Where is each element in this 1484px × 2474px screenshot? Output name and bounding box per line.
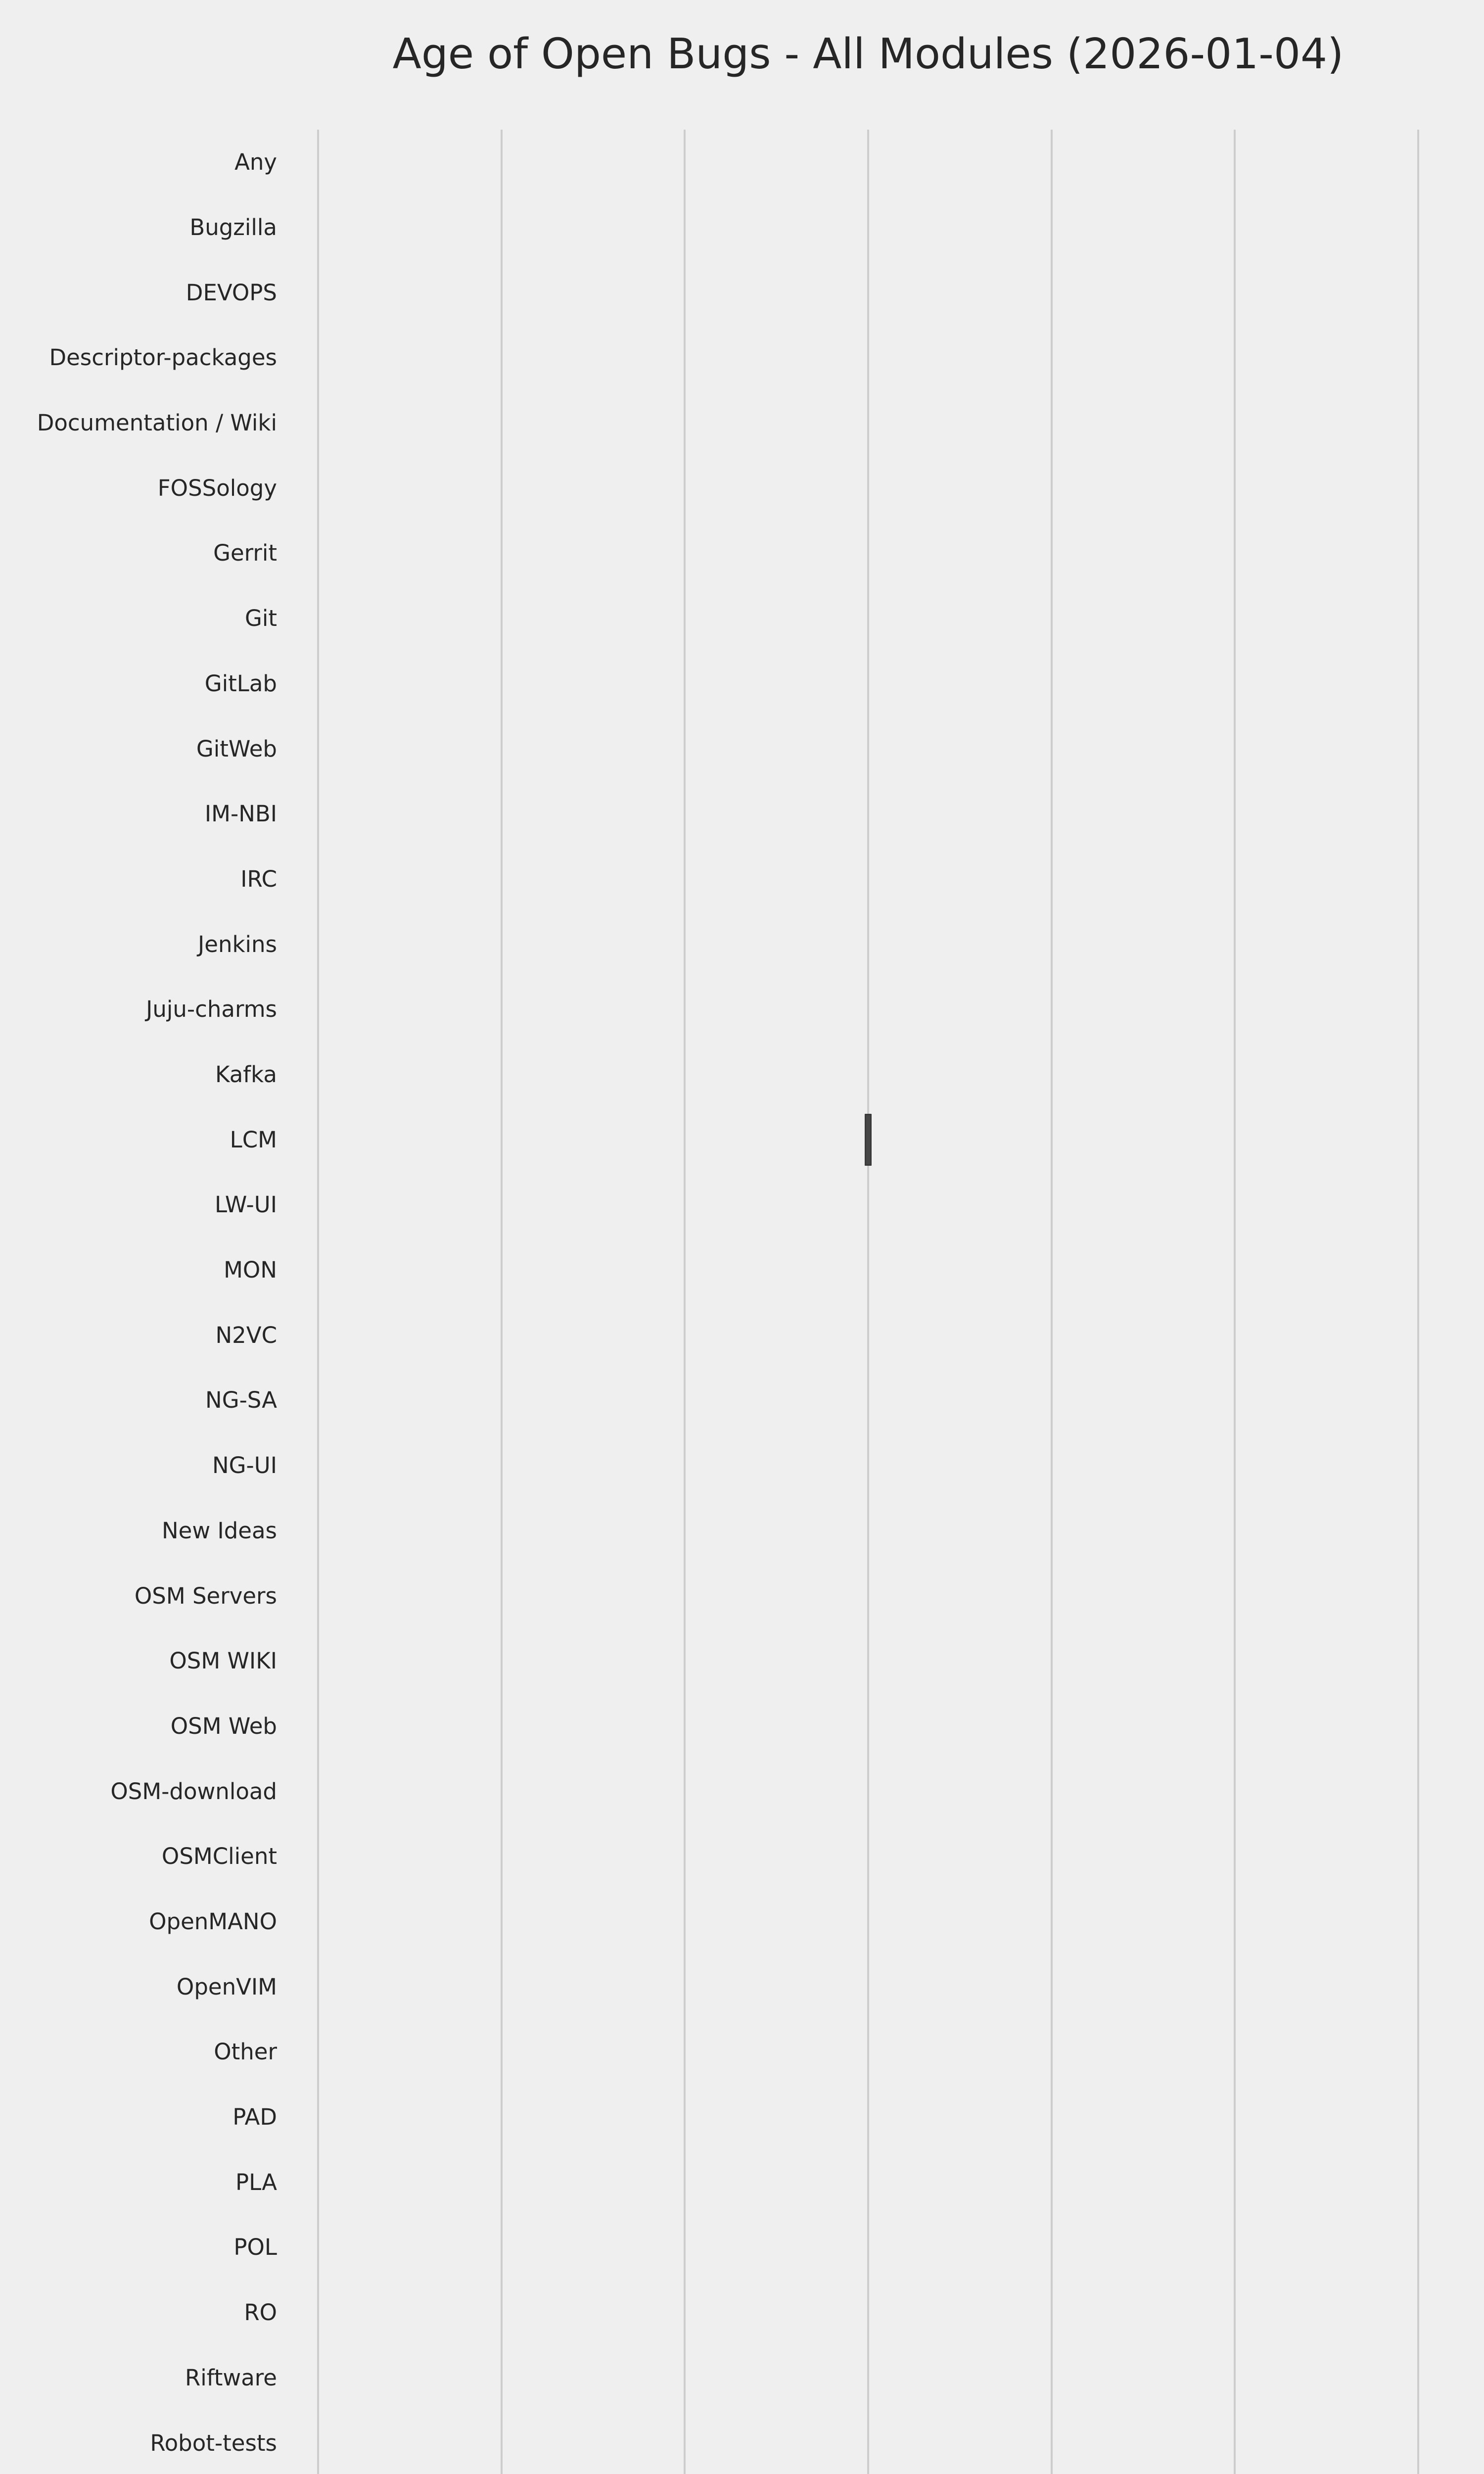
y-tick-label-fossology: FOSSology [157, 475, 277, 501]
y-tick-label-ro: RO [244, 2299, 277, 2326]
y-tick-label-documentation-wiki: Documentation / Wiki [37, 410, 277, 436]
gridline-x-29.0 [867, 130, 869, 2474]
y-tick-label-irc: IRC [240, 865, 277, 892]
y-tick-label-openmano: OpenMANO [149, 1908, 277, 1935]
chart-title: Age of Open Bugs - All Modules (2026-01-… [392, 30, 1344, 79]
y-tick-label-osm-web: OSM Web [170, 1713, 277, 1739]
y-tick-label-openvim: OpenVIM [176, 1973, 277, 2000]
box-bar-LCM [864, 1113, 872, 1166]
y-tick-label-gitlab: GitLab [204, 670, 277, 697]
gridline-x-28.0 [500, 130, 503, 2474]
y-tick-label-new-ideas: New Ideas [162, 1517, 277, 1544]
y-tick-label-bugzilla: Bugzilla [189, 214, 277, 241]
y-tick-label-pol: POL [233, 2234, 277, 2261]
y-tick-label-n2vc: N2VC [215, 1322, 278, 1348]
y-tick-label-any: Any [234, 149, 277, 176]
y-tick-label-osmclient: OSMClient [161, 1843, 277, 1870]
y-tick-label-osm-servers: OSM Servers [134, 1582, 277, 1609]
y-tick-label-lw-ui: LW-UI [214, 1191, 277, 1218]
y-tick-label-ng-ui: NG-UI [212, 1452, 277, 1479]
y-tick-label-jenkins: Jenkins [197, 931, 277, 957]
gridline-x-29.5 [1050, 130, 1053, 2474]
gridline-x-30.5 [1417, 130, 1419, 2474]
y-tick-label-juju-charms: Juju-charms [146, 996, 277, 1023]
y-tick-label-git: Git [244, 605, 277, 632]
y-tick-label-osm-wiki: OSM WIKI [169, 1648, 277, 1674]
y-tick-label-other: Other [214, 2039, 277, 2065]
y-tick-label-ng-sa: NG-SA [205, 1387, 277, 1414]
y-tick-label-descriptor-packages: Descriptor-packages [49, 344, 277, 371]
y-tick-label-pla: PLA [235, 2169, 277, 2195]
gridline-x-28.5 [684, 130, 686, 2474]
y-tick-label-robot-tests: Robot-tests [150, 2429, 277, 2456]
y-tick-label-riftware: Riftware [185, 2364, 277, 2391]
y-tick-label-devops: DEVOPS [186, 279, 277, 306]
y-tick-label-osm-download: OSM-download [110, 1778, 277, 1805]
gridline-x-27.5 [317, 130, 319, 2474]
y-tick-label-gitweb: GitWeb [196, 735, 277, 762]
y-tick-label-kafka: Kafka [215, 1061, 277, 1088]
gridline-x-30.0 [1234, 130, 1236, 2474]
y-tick-label-lcm: LCM [230, 1126, 277, 1153]
y-tick-label-gerrit: Gerrit [213, 540, 277, 567]
y-tick-label-im-nbi: IM-NBI [204, 801, 277, 827]
y-tick-label-pad: PAD [232, 2104, 277, 2131]
y-tick-label-mon: MON [224, 1257, 277, 1284]
plot-area [317, 130, 1419, 2474]
